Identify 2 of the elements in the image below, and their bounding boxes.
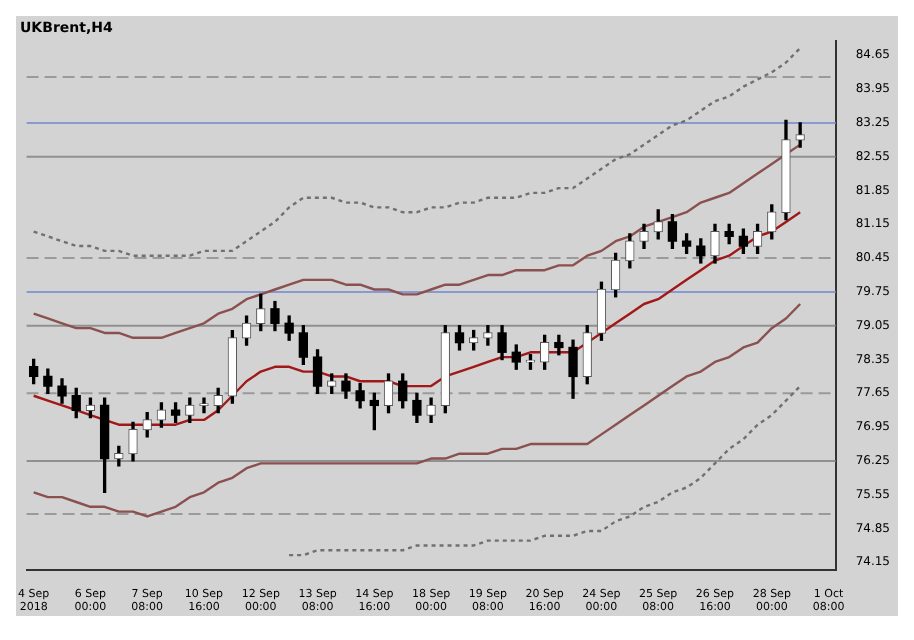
line-series	[32, 46, 802, 257]
line-series	[287, 384, 802, 557]
